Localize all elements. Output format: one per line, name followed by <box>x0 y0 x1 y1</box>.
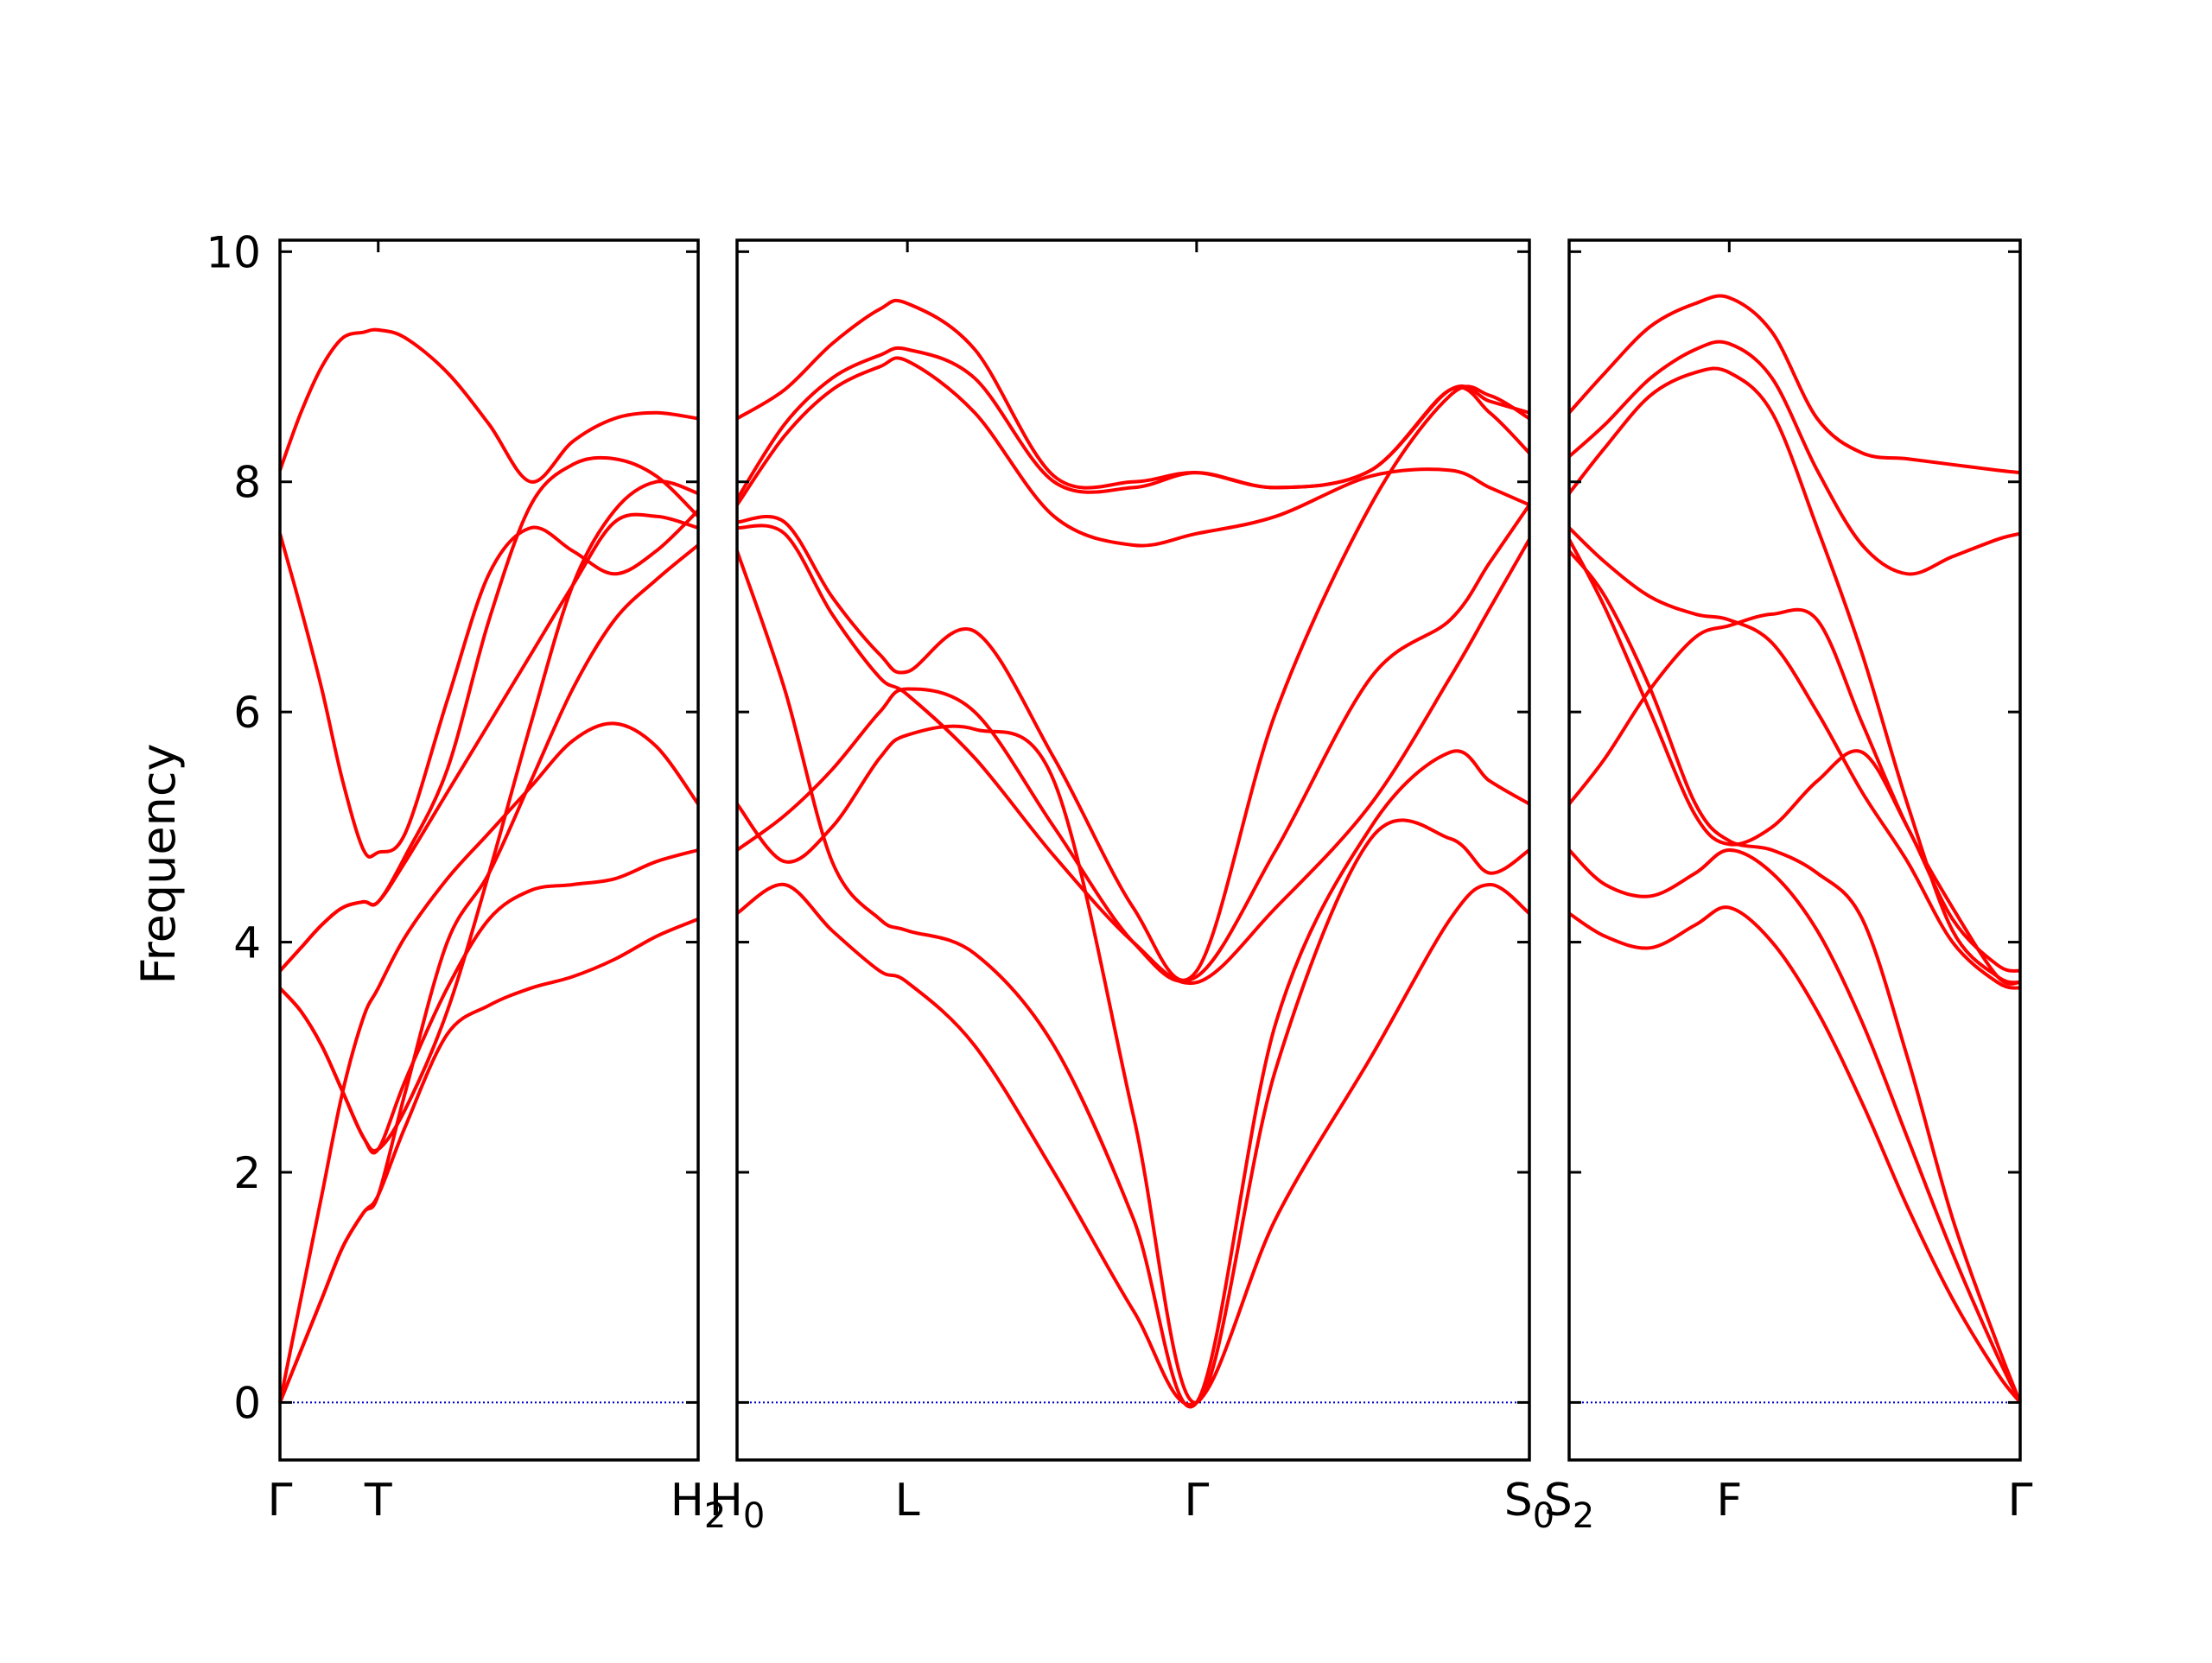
y-axis-label: Frequency <box>131 744 186 985</box>
y-tick-label: 4 <box>233 918 261 968</box>
band-line-7 <box>735 346 1530 500</box>
x-tick-label: L <box>895 1475 920 1527</box>
band-line-4 <box>278 512 699 973</box>
band-line-4 <box>736 524 1531 986</box>
x-tick-label: Γ <box>268 1475 293 1527</box>
panel-2: H0 L Γ S0 <box>709 238 1554 1536</box>
band-line-3 <box>278 848 699 1155</box>
x-tick-subscript: 2 <box>704 1496 726 1536</box>
band-line-8 <box>278 543 700 1404</box>
panel-frame <box>1567 238 2022 1462</box>
x-tick-label: Γ <box>1184 1475 1209 1527</box>
x-tick-subscript: 0 <box>743 1496 765 1536</box>
band-line-1 <box>278 917 699 1404</box>
band-line-5 <box>735 504 1531 983</box>
x-tick-label: T <box>364 1475 392 1527</box>
band-line-9 <box>278 479 699 1153</box>
band-line-8 <box>1567 340 2021 576</box>
band-line-4 <box>1567 538 2021 973</box>
band-line-6 <box>736 384 1531 982</box>
y-tick-label: 8 <box>233 458 261 508</box>
x-tick-subscript: 2 <box>1573 1496 1594 1536</box>
x-tick-subscript: 0 <box>1533 1496 1554 1536</box>
band-line-7 <box>1567 366 2021 985</box>
band-line-7 <box>278 455 700 973</box>
panel-1: Γ T H2 <box>268 238 727 1536</box>
band-line-9 <box>1567 294 2021 475</box>
y-tick-label: 0 <box>233 1378 261 1428</box>
panel-frame <box>278 238 700 1462</box>
band-line-6 <box>278 327 699 484</box>
y-tick-label: 10 <box>206 227 261 277</box>
x-tick-label: H2 <box>671 1475 727 1536</box>
band-line-6 <box>1567 526 2021 990</box>
band-line-5 <box>1567 607 2021 986</box>
band-line-2 <box>735 724 1531 1405</box>
band-line-1 <box>1567 905 2022 1404</box>
x-tick-label: F <box>1716 1475 1742 1527</box>
band-line-1 <box>735 882 1531 1406</box>
band-line-5 <box>278 509 700 859</box>
band-line-2 <box>1567 848 2022 1404</box>
band-line-2 <box>278 721 700 1403</box>
y-tick-label: 6 <box>233 688 261 738</box>
band-line-3 <box>1567 549 2022 1404</box>
band-line-8 <box>735 298 1531 490</box>
panel-frame <box>735 238 1531 1462</box>
panel-3: S2 F Γ <box>1544 238 2033 1536</box>
y-tick-label: 2 <box>233 1148 261 1198</box>
band-line-9 <box>735 356 1530 548</box>
x-tick-label: Γ <box>2008 1475 2033 1527</box>
band-line-3 <box>735 550 1531 1409</box>
